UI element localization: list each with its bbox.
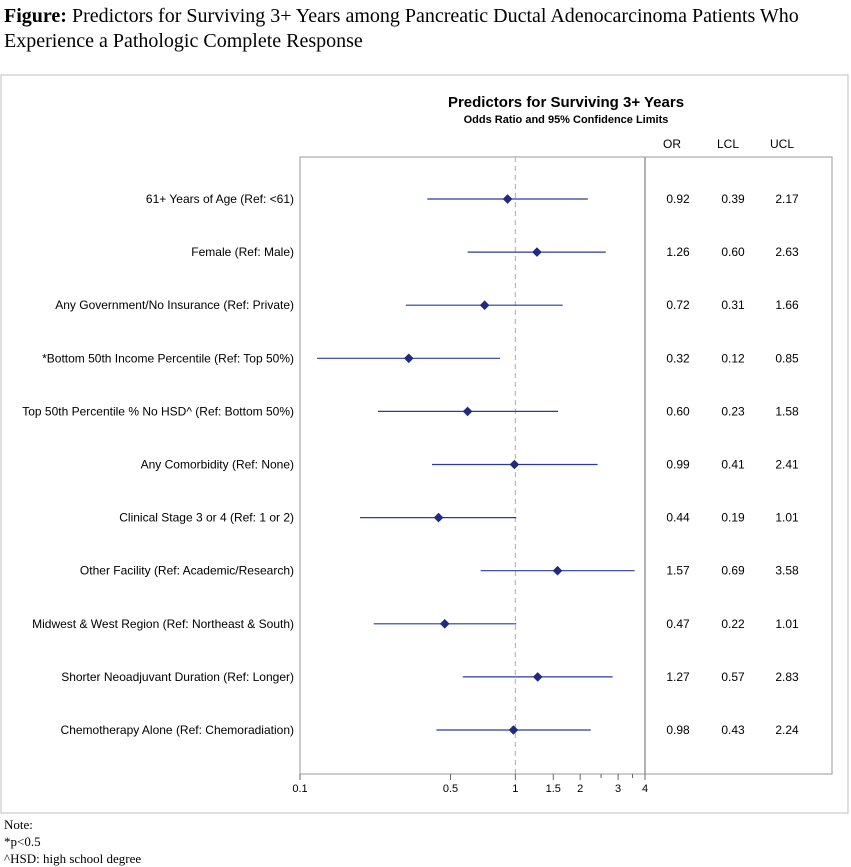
forest-row: Shorter Neoadjuvant Duration (Ref: Longe…: [61, 670, 799, 684]
chart-outer-border: [0, 74, 849, 814]
forest-row: Any Government/No Insurance (Ref: Privat…: [55, 298, 799, 312]
ucl-value: 1.58: [775, 404, 799, 418]
or-value: 0.99: [666, 458, 690, 472]
forest-row: Midwest & West Region (Ref: Northeast & …: [32, 617, 799, 631]
chart-title: Predictors for Surviving 3+ Years: [448, 94, 684, 111]
or-value: 1.27: [666, 670, 690, 684]
ucl-value: 2.24: [775, 723, 799, 737]
ucl-value: 3.58: [775, 564, 799, 578]
x-tick-label: 1.5: [546, 783, 561, 795]
x-tick-label: 0.1: [292, 783, 307, 795]
ucl-value: 2.63: [775, 245, 799, 259]
row-label: Any Government/No Insurance (Ref: Privat…: [55, 298, 294, 312]
x-tick-label: 0.5: [443, 783, 458, 795]
row-label: Any Comorbidity (Ref: None): [141, 458, 294, 472]
ucl-value: 2.17: [775, 192, 799, 206]
row-label: Top 50th Percentile % No HSD^ (Ref: Bott…: [22, 404, 294, 418]
note-line: *p<0.5: [4, 834, 41, 849]
lcl-value: 0.43: [721, 723, 745, 737]
chart-subtitle: Odds Ratio and 95% Confidence Limits: [464, 114, 669, 126]
forest-row: *Bottom 50th Income Percentile (Ref: Top…: [42, 351, 799, 365]
lcl-value: 0.41: [721, 458, 745, 472]
or-marker: [532, 672, 543, 682]
or-marker: [439, 619, 450, 629]
lcl-value: 0.57: [721, 670, 745, 684]
row-label: Other Facility (Ref: Academic/Research): [80, 564, 294, 578]
column-header-ucl: UCL: [770, 137, 794, 151]
plot-area-frame: [299, 156, 833, 775]
lcl-value: 0.60: [721, 245, 745, 259]
lcl-value: 0.69: [721, 564, 745, 578]
forest-row: Any Comorbidity (Ref: None) 0.99 0.41 2.41: [141, 458, 799, 472]
lcl-value: 0.19: [721, 511, 745, 525]
or-marker: [502, 194, 513, 204]
row-label: *Bottom 50th Income Percentile (Ref: Top…: [42, 351, 294, 365]
x-tick-label: 2: [577, 783, 583, 795]
or-marker: [508, 725, 519, 735]
row-label: 61+ Years of Age (Ref: <61): [146, 192, 294, 206]
forest-row: Female (Ref: Male) 1.26 0.60 2.63: [191, 245, 799, 259]
ucl-value: 1.66: [775, 298, 799, 312]
or-value: 0.98: [666, 723, 690, 737]
note-line: ^HSD: high school degree: [4, 851, 142, 866]
figure-title-text: Predictors for Surviving 3+ Years among …: [4, 5, 799, 52]
or-value: 0.44: [666, 511, 690, 525]
figure-title: Figure: Predictors for Surviving 3+ Year…: [4, 4, 844, 54]
or-value: 0.60: [666, 404, 690, 418]
notes-heading: Note:: [4, 817, 33, 832]
or-value: 1.26: [666, 245, 690, 259]
or-value: 1.57: [666, 564, 690, 578]
or-value: 0.92: [666, 192, 690, 206]
row-label: Clinical Stage 3 or 4 (Ref: 1 or 2): [119, 511, 294, 525]
lcl-value: 0.23: [721, 404, 745, 418]
or-marker: [509, 459, 520, 470]
or-marker: [462, 406, 473, 417]
lcl-value: 0.12: [721, 351, 745, 365]
column-header-or: OR: [663, 137, 681, 151]
x-tick-label: 4: [642, 783, 648, 795]
column-header-lcl: LCL: [717, 137, 739, 151]
or-value: 0.47: [666, 617, 690, 631]
row-label: Midwest & West Region (Ref: Northeast & …: [32, 617, 294, 631]
lcl-value: 0.39: [721, 192, 745, 206]
figure-label: Figure:: [4, 5, 67, 27]
row-label: Female (Ref: Male): [191, 245, 294, 259]
or-marker: [552, 565, 563, 576]
forest-row: Other Facility (Ref: Academic/Research) 1…: [80, 564, 799, 578]
ucl-value: 1.01: [775, 617, 799, 631]
x-tick-label: 3: [615, 783, 621, 795]
lcl-value: 0.31: [721, 298, 745, 312]
or-marker: [403, 353, 414, 364]
lcl-value: 0.22: [721, 617, 745, 631]
notes: Note: *p<0.5 ^HSD: high school degree: [4, 816, 141, 867]
ucl-value: 2.83: [775, 670, 799, 684]
or-marker: [479, 300, 490, 310]
row-label: Chemotherapy Alone (Ref: Chemoradiation): [61, 723, 294, 737]
forest-row: Clinical Stage 3 or 4 (Ref: 1 or 2) 0.44 0…: [119, 511, 799, 525]
forest-row: 61+ Years of Age (Ref: <61) 0.92 0.39 2.17: [146, 192, 799, 206]
ucl-value: 0.85: [775, 351, 799, 365]
forest-row: Chemotherapy Alone (Ref: Chemoradiation)…: [61, 723, 799, 737]
row-label: Shorter Neoadjuvant Duration (Ref: Longe…: [61, 670, 294, 684]
or-marker: [433, 512, 444, 523]
or-marker: [532, 247, 542, 257]
ucl-value: 2.41: [775, 458, 799, 472]
forest-row: Top 50th Percentile % No HSD^ (Ref: Bott…: [22, 404, 799, 418]
x-tick-label: 1: [512, 783, 518, 795]
or-value: 0.72: [666, 298, 690, 312]
ucl-value: 1.01: [775, 511, 799, 525]
or-value: 0.32: [666, 351, 690, 365]
